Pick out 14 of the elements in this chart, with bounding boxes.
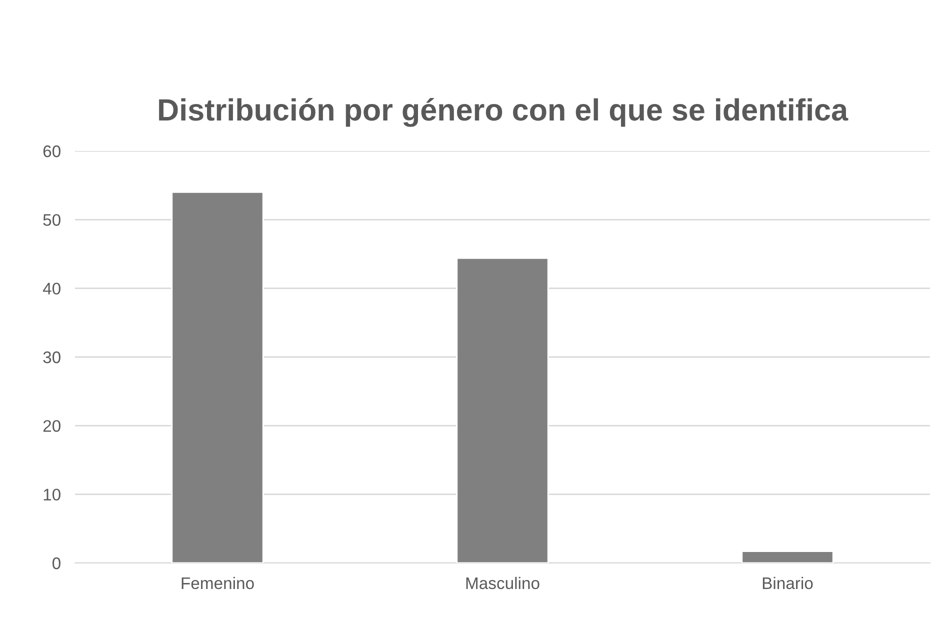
bar <box>456 257 549 563</box>
y-tick-label: 20 <box>43 420 60 432</box>
y-tick-label: 30 <box>43 351 60 364</box>
y-tick-label: 10 <box>44 488 60 501</box>
x-tick-label: Femenino <box>182 576 254 590</box>
bar <box>171 192 264 563</box>
bar <box>741 550 834 563</box>
chart-title: Distribución por género con el que se identifica <box>159 98 848 127</box>
y-tick-label: 60 <box>43 145 60 158</box>
y-tick-label: 0 <box>52 557 60 570</box>
y-tick-label: 40 <box>42 282 60 295</box>
x-tick-label: Binario <box>762 576 813 590</box>
x-tick-label: Masculino <box>466 576 540 590</box>
y-tick-label: 50 <box>43 214 60 226</box>
